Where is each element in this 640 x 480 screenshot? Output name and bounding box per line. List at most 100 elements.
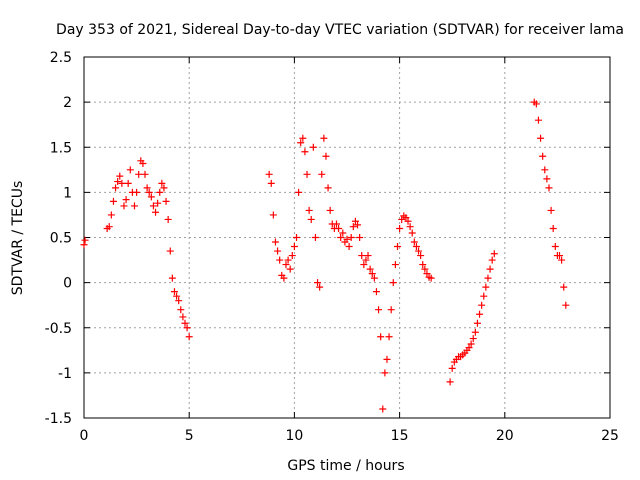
data-point [543, 175, 551, 183]
y-tick-label: -1 [58, 366, 72, 382]
data-point [547, 206, 555, 214]
data-point [484, 274, 492, 282]
data-point [274, 247, 282, 255]
data-point [135, 170, 143, 178]
data-point [421, 265, 429, 273]
data-point [532, 100, 540, 108]
data-point [417, 252, 425, 260]
data-point [377, 333, 385, 341]
data-point [396, 224, 404, 232]
data-point [448, 364, 456, 372]
data-point [364, 252, 372, 260]
data-point [406, 223, 414, 231]
data-point [385, 333, 393, 341]
data-point [545, 184, 553, 192]
data-point [347, 234, 355, 241]
y-tick-label: 2 [63, 95, 72, 111]
data-point [107, 211, 115, 219]
data-point [360, 261, 368, 269]
data-point [307, 215, 315, 223]
x-tick-label: 5 [185, 428, 194, 444]
data-point [368, 270, 376, 278]
data-point [339, 229, 347, 237]
data-point [105, 223, 113, 231]
data-point [80, 241, 88, 249]
data-point [478, 301, 486, 309]
data-point [301, 148, 309, 156]
data-point [351, 217, 359, 225]
x-tick-label: 25 [601, 428, 619, 444]
data-point [267, 179, 275, 187]
data-point [290, 243, 298, 251]
data-point [114, 178, 122, 186]
x-tick-label: 20 [496, 428, 514, 444]
data-point [410, 238, 418, 246]
data-point [280, 274, 288, 282]
data-point [81, 236, 89, 244]
data-point [276, 256, 284, 264]
data-point [402, 214, 410, 222]
data-point [166, 247, 174, 255]
data-point [303, 170, 311, 178]
data-point [332, 220, 340, 228]
data-point [314, 279, 322, 287]
data-point [427, 274, 435, 282]
data-point [356, 234, 364, 241]
data-point [181, 319, 189, 327]
data-point [465, 344, 473, 352]
data-point [398, 215, 406, 223]
data-point [358, 252, 366, 260]
data-point [490, 250, 498, 258]
chart-title: Day 353 of 2021, Sidereal Day-to-day VTE… [56, 22, 624, 38]
y-tick-label: 2.5 [50, 50, 72, 66]
data-point [326, 206, 334, 214]
data-point [423, 270, 431, 278]
data-point [349, 223, 357, 231]
data-point [139, 159, 147, 167]
data-point [480, 292, 488, 300]
data-point [551, 243, 559, 251]
y-axis-label: SDTVAR / TECUs [10, 181, 26, 296]
data-point [305, 206, 313, 214]
x-tick-label: 0 [80, 428, 89, 444]
data-point [288, 252, 296, 260]
data-point [404, 217, 412, 225]
data-point [185, 333, 193, 341]
data-point [122, 196, 130, 204]
data-point [446, 378, 454, 386]
data-point [282, 261, 290, 269]
data-points [80, 98, 570, 413]
data-point [469, 335, 477, 343]
y-tick-label: 0.5 [50, 231, 72, 247]
data-point [265, 170, 273, 178]
data-point [173, 292, 181, 300]
data-point [295, 188, 303, 196]
data-point [560, 283, 568, 291]
y-tick-label: 1.5 [50, 140, 72, 156]
data-point [126, 166, 134, 174]
data-point [147, 193, 155, 201]
data-point [124, 179, 132, 187]
data-point [354, 221, 362, 229]
data-point [486, 265, 494, 273]
data-point [293, 234, 301, 241]
data-point [168, 274, 176, 282]
data-point [370, 274, 378, 282]
data-point [556, 252, 564, 260]
y-tick-label: 1 [63, 185, 72, 201]
data-point [408, 229, 416, 237]
data-point [297, 139, 305, 147]
data-point [415, 247, 423, 255]
data-point [412, 243, 420, 251]
data-point [389, 279, 397, 287]
data-point [116, 172, 124, 180]
data-point [541, 166, 549, 174]
data-point [467, 340, 475, 348]
data-point [391, 261, 399, 269]
y-tick-label: -0.5 [45, 321, 72, 337]
y-tick-label: 0 [63, 276, 72, 292]
data-point [482, 283, 490, 291]
data-point [558, 256, 566, 264]
data-point [160, 184, 168, 192]
data-point [152, 208, 160, 216]
